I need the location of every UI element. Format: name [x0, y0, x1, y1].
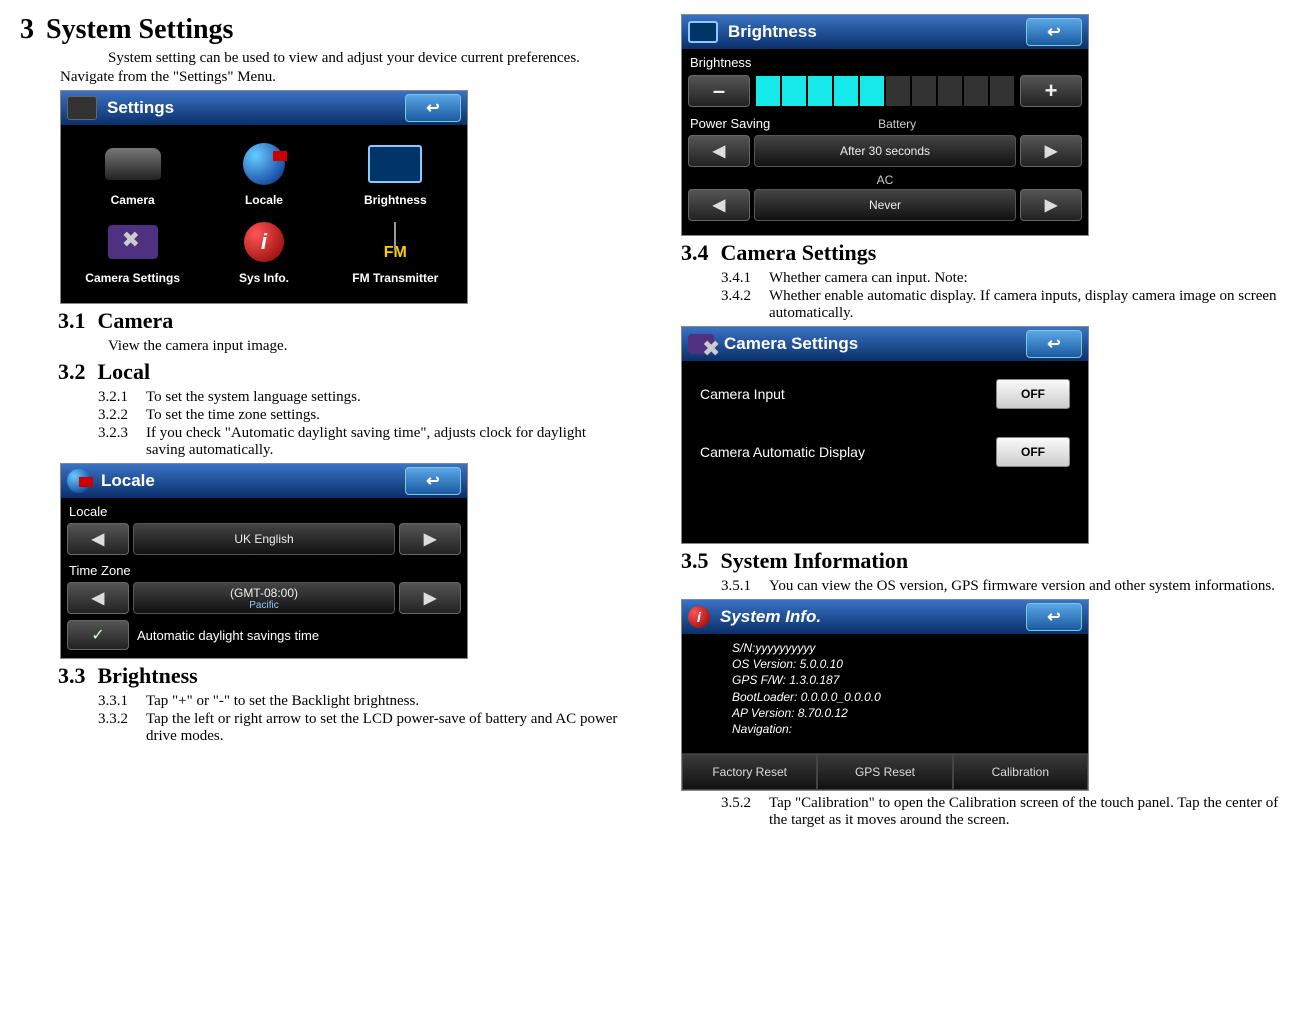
settings-item-fm[interactable]: FMFM Transmitter: [340, 217, 450, 285]
camset-title: Camera Settings: [724, 334, 1016, 354]
back-button[interactable]: ↩: [405, 467, 461, 495]
ac-label: AC: [688, 173, 1082, 187]
brightness-section-label: Brightness: [688, 53, 1082, 72]
sysinfo-os: OS Version: 5.0.0.10: [732, 656, 1088, 672]
tz-section-label: Time Zone: [67, 561, 461, 580]
battery-value: After 30 seconds: [754, 135, 1016, 167]
intro-2: Navigate from the "Settings" Menu.: [60, 69, 621, 86]
sysinfo-ap: AP Version: 8.70.0.12: [732, 705, 1088, 721]
fig-sysinfo: i System Info. ↩ S/N:yyyyyyyyyy OS Versi…: [681, 599, 1089, 791]
h2-brightness: 3.3Brightness: [58, 663, 621, 689]
camset-header-icon: [688, 334, 714, 354]
fig-locale: Locale ↩ Locale ◀ UK English ▶ Time Zone…: [60, 463, 468, 659]
calibration-button[interactable]: Calibration: [953, 754, 1088, 790]
camera-body: View the camera input image.: [108, 338, 621, 355]
ac-value: Never: [754, 189, 1016, 221]
tz-next-button[interactable]: ▶: [399, 582, 461, 614]
h2-camera-settings: 3.4Camera Settings: [681, 240, 1282, 266]
globe-icon: [243, 143, 285, 185]
dst-label: Automatic daylight savings time: [137, 628, 319, 643]
brightness-minus-button[interactable]: –: [688, 75, 750, 107]
camera-auto-toggle[interactable]: OFF: [996, 437, 1070, 467]
locale-header-icon: [67, 469, 91, 493]
h2-sysinfo: 3.5System Information: [681, 548, 1282, 574]
back-button[interactable]: ↩: [405, 94, 461, 122]
locale-next-button[interactable]: ▶: [399, 523, 461, 555]
fig-brightness: Brightness ↩ Brightness – + Power Saving…: [681, 14, 1089, 236]
settings-item-brightness[interactable]: Brightness: [340, 139, 450, 207]
h1-num: 3: [20, 14, 34, 45]
battery-prev-button[interactable]: ◀: [688, 135, 750, 167]
sysinfo-sn: S/N:yyyyyyyyyy: [732, 640, 1088, 656]
camera-input-toggle[interactable]: OFF: [996, 379, 1070, 409]
gps-reset-button[interactable]: GPS Reset: [817, 754, 952, 790]
camera-input-label: Camera Input: [700, 386, 785, 402]
settings-item-locale[interactable]: Locale: [209, 139, 319, 207]
brightness-title: Brightness: [728, 22, 1016, 42]
settings-title: Settings: [107, 98, 395, 118]
locale-value: UK English: [133, 523, 395, 555]
brightness-plus-button[interactable]: +: [1020, 75, 1082, 107]
fig-camera-settings: Camera Settings ↩ Camera Input OFF Camer…: [681, 326, 1089, 544]
camera-auto-label: Camera Automatic Display: [700, 444, 865, 460]
local-list: 3.2.1To set the system language settings…: [98, 389, 621, 459]
intro-1: System setting can be used to view and a…: [108, 50, 621, 67]
h2-camera: 3.1Camera: [58, 308, 621, 334]
back-button[interactable]: ↩: [1026, 18, 1082, 46]
sysinfo-boot: BootLoader: 0.0.0.0_0.0.0.0: [732, 689, 1088, 705]
info-icon: i: [244, 222, 284, 262]
locale-prev-button[interactable]: ◀: [67, 523, 129, 555]
brightness-list: 3.3.1Tap "+" or "-" to set the Backlight…: [98, 693, 621, 745]
wrench-icon: [108, 225, 158, 259]
battery-next-button[interactable]: ▶: [1020, 135, 1082, 167]
ac-next-button[interactable]: ▶: [1020, 189, 1082, 221]
sysinfo-header-icon: i: [688, 606, 710, 628]
back-button[interactable]: ↩: [1026, 603, 1082, 631]
fig-settings: Settings ↩ Camera Locale Brightness Came…: [60, 90, 468, 304]
ac-prev-button[interactable]: ◀: [688, 189, 750, 221]
sysinfo-list-1: 3.5.1You can view the OS version, GPS fi…: [721, 578, 1282, 595]
dst-checkbox[interactable]: ✓: [67, 620, 129, 650]
settings-item-sysinfo[interactable]: iSys Info.: [209, 217, 319, 285]
factory-reset-button[interactable]: Factory Reset: [682, 754, 817, 790]
powersaving-section-label: Power Saving: [688, 114, 772, 133]
h2-local: 3.2Local: [58, 359, 621, 385]
back-button[interactable]: ↩: [1026, 330, 1082, 358]
tz-prev-button[interactable]: ◀: [67, 582, 129, 614]
locale-title: Locale: [101, 471, 395, 491]
settings-item-camera[interactable]: Camera: [78, 139, 188, 207]
sysinfo-title: System Info.: [720, 607, 1016, 627]
brightness-bars: [754, 74, 1016, 108]
camset-list: 3.4.1Whether camera can input. Note: 3.4…: [721, 270, 1282, 322]
h1-text: System Settings: [46, 14, 233, 45]
h1-system-settings: 3 System Settings: [20, 14, 621, 46]
tz-value: (GMT-08:00)Pacific: [133, 582, 395, 614]
settings-item-camera-settings[interactable]: Camera Settings: [78, 217, 188, 285]
sysinfo-nav: Navigation:: [732, 721, 1088, 737]
fm-icon: FM: [372, 222, 418, 262]
car-icon: [105, 148, 161, 180]
sysinfo-list-2: 3.5.2Tap "Calibration" to open the Calib…: [721, 795, 1282, 829]
brightness-header-icon: [688, 21, 718, 43]
sysinfo-gps: GPS F/W: 1.3.0.187: [732, 672, 1088, 688]
settings-header-icon: [67, 96, 97, 120]
battery-label: Battery: [812, 117, 982, 131]
screen-icon: [368, 145, 422, 183]
sysinfo-text-block: S/N:yyyyyyyyyy OS Version: 5.0.0.10 GPS …: [682, 634, 1088, 753]
locale-section-label: Locale: [67, 502, 461, 521]
